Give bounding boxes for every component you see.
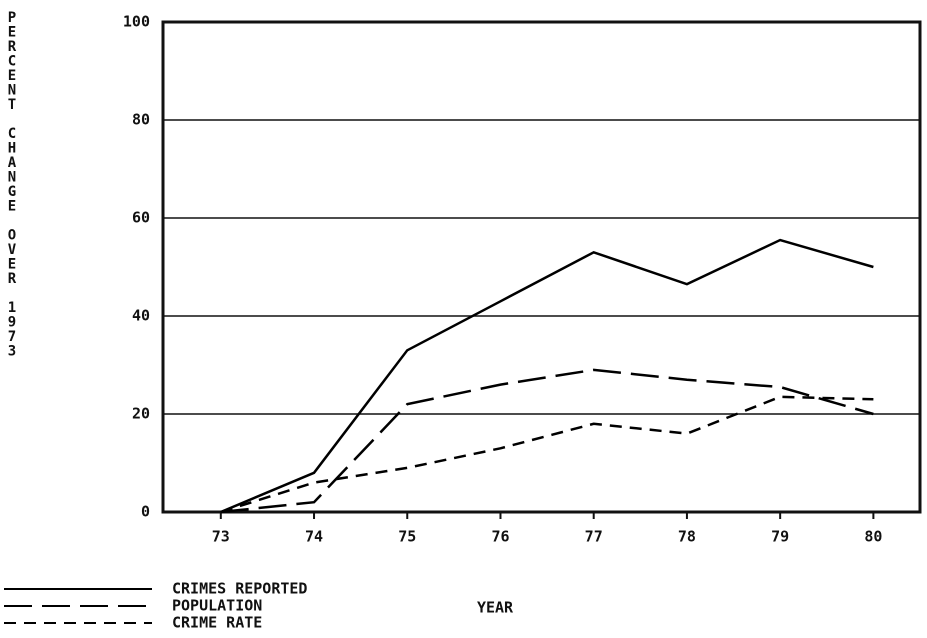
series-line	[220, 368, 874, 514]
y-axis-label: PERCENT CHANGE OVER 1973	[4, 10, 20, 358]
x-tick-label: 80	[864, 528, 882, 546]
y-tick-label: 80	[132, 111, 150, 129]
x-tick-label: 75	[398, 528, 416, 546]
legend-label: CRIME RATE	[172, 614, 262, 632]
legend-label: CRIMES REPORTED	[172, 580, 307, 598]
y-tick-label: 40	[132, 307, 150, 325]
series-line	[220, 238, 874, 514]
x-tick-label: 73	[212, 528, 230, 546]
y-tick-label: 100	[123, 13, 150, 31]
x-tick-label: 78	[678, 528, 696, 546]
series-line	[220, 395, 874, 514]
legend-label: POPULATION	[172, 597, 262, 615]
x-tick-label: 76	[491, 528, 509, 546]
plot-frame	[161, 20, 922, 514]
x-axis-label: YEAR	[477, 599, 514, 617]
y-tick-label: 20	[132, 405, 150, 423]
y-tick-label: 0	[141, 503, 150, 521]
x-tick-label: 77	[585, 528, 603, 546]
y-tick-label: 60	[132, 209, 150, 227]
x-tick-label: 74	[305, 528, 323, 546]
x-tick-label: 79	[771, 528, 789, 546]
